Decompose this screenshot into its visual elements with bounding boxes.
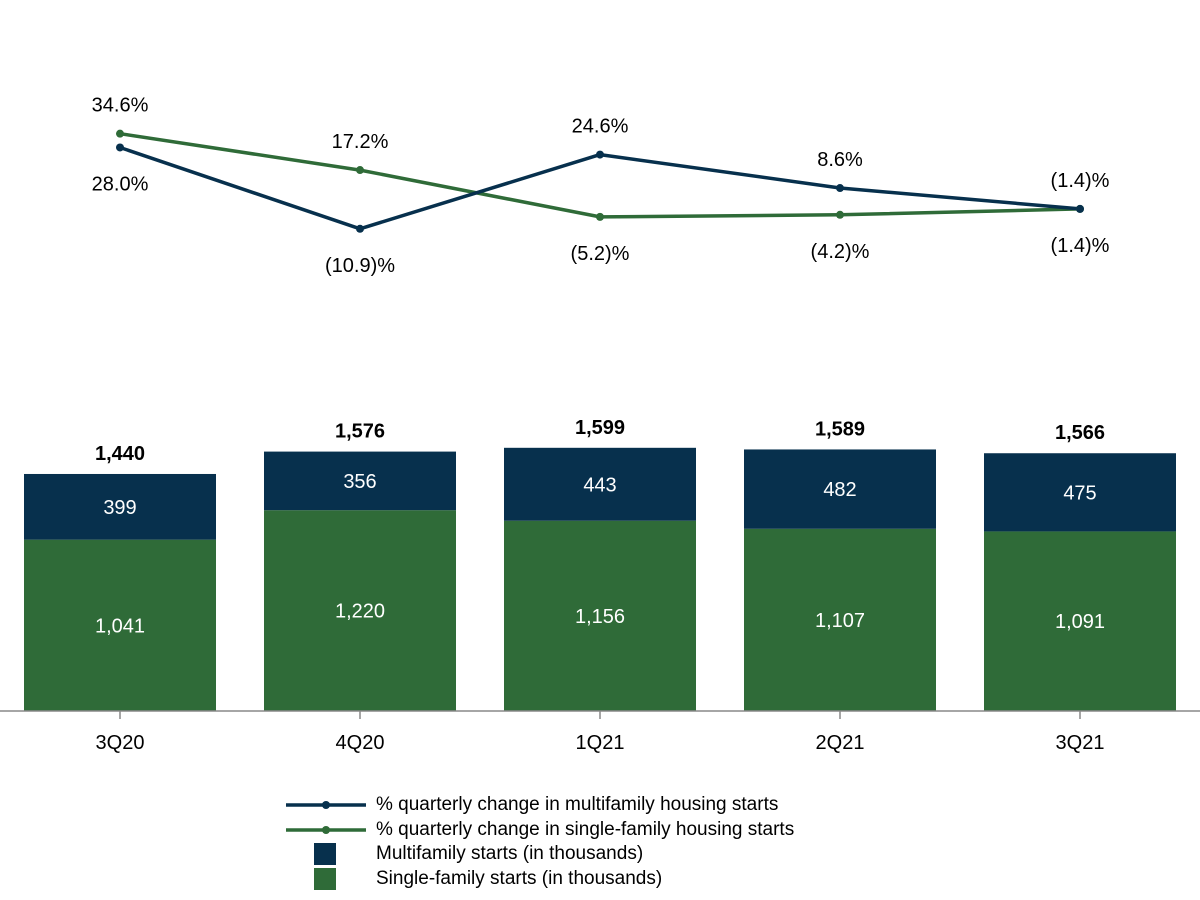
bar-multifamily-4Q20: [264, 451, 456, 511]
bar-multifamily-3Q21: [984, 453, 1176, 532]
bar-single-family-4Q20: [264, 510, 456, 711]
line-label-single_family: 34.6%: [92, 95, 149, 117]
data-label-multifamily: 475: [1063, 482, 1096, 504]
point-multifamily-change: [596, 150, 604, 159]
legend-label: Single-family starts (in thousands): [376, 867, 663, 889]
line-label-single_family: (1.4)%: [1051, 235, 1110, 257]
line-label-single_family: (4.2)%: [811, 241, 870, 263]
line-label-single_family: (5.2)%: [571, 243, 630, 265]
line-label-single_family: 17.2%: [332, 131, 389, 153]
total-label: 1,599: [575, 417, 625, 439]
x-tick-label: 4Q20: [336, 732, 385, 754]
data-label-single-family: 1,107: [815, 610, 865, 632]
legend-label: Multifamily starts (in thousands): [376, 843, 644, 865]
line-label-multifamily: (10.9)%: [325, 255, 395, 277]
x-tick-label: 1Q21: [576, 732, 625, 754]
line-label-multifamily: 24.6%: [572, 116, 629, 138]
legend-line-marker-single-family: [286, 818, 366, 842]
total-label: 1,576: [335, 421, 385, 443]
line-label-multifamily: 8.6%: [817, 149, 863, 171]
bar-multifamily-3Q20: [24, 473, 216, 540]
legend-swatch-single-family: [314, 867, 336, 890]
data-label-single-family: 1,041: [95, 615, 145, 637]
legend-swatch-multifamily: [314, 843, 336, 866]
point-multifamily-change: [116, 143, 124, 152]
x-tick-label: 3Q20: [96, 732, 145, 754]
legend-label: % quarterly change in single-family hous…: [376, 818, 795, 840]
total-label: 1,440: [95, 443, 145, 465]
point-multifamily-change: [1076, 204, 1084, 213]
bar-series: 1,041 399 1,440 1,220 356 1,576 1,156 443 1,599 1…: [24, 417, 1176, 711]
legend-item-multifamily-change: % quarterly change in multifamily housin…: [286, 793, 794, 818]
total-label: 1,589: [815, 418, 865, 440]
data-label-single-family: 1,220: [335, 601, 385, 623]
data-label-single-family: 1,156: [575, 606, 625, 628]
data-label-multifamily: 356: [343, 471, 376, 493]
data-label-multifamily: 443: [583, 474, 616, 496]
bar-multifamily-1Q21: [504, 447, 696, 521]
total-label: 1,566: [1055, 422, 1105, 444]
bar-single-family-3Q20: [24, 539, 216, 711]
bar-multifamily-2Q21: [744, 449, 936, 529]
point-single_family-change: [356, 166, 364, 175]
data-label-single-family: 1,091: [1055, 611, 1105, 633]
legend: % quarterly change in multifamily housin…: [286, 793, 794, 891]
line-single_family-change: [119, 131, 1081, 219]
legend-item-single-family-starts: Single-family starts (in thousands): [286, 867, 794, 892]
line-label-multifamily: (1.4)%: [1051, 170, 1110, 192]
line-series: 28.0% 34.6% (10.9)% 17.2% 24.6% (5.2)% 8.6% (4.…: [92, 95, 1110, 277]
x-tick-label: 3Q21: [1056, 732, 1105, 754]
bar-single-family-1Q21: [504, 520, 696, 711]
legend-line-marker-multifamily: [286, 793, 366, 817]
data-label-multifamily: 482: [823, 479, 856, 501]
line-label-multifamily: 28.0%: [92, 173, 149, 195]
x-tick-label: 2Q21: [816, 732, 865, 754]
legend-label: % quarterly change in multifamily housin…: [376, 794, 779, 816]
x-axis-ticks: 3Q20 4Q20 1Q21 2Q21 3Q21: [96, 711, 1105, 754]
legend-item-single-family-change: % quarterly change in single-family hous…: [286, 818, 794, 843]
data-label-multifamily: 399: [103, 497, 136, 519]
bar-single-family-3Q21: [984, 531, 1176, 711]
point-single_family-change: [836, 210, 844, 219]
point-single_family-change: [116, 129, 124, 138]
point-multifamily-change: [356, 224, 364, 233]
legend-item-multifamily-starts: Multifamily starts (in thousands): [286, 842, 794, 867]
bar-single-family-2Q21: [744, 528, 936, 711]
point-multifamily-change: [836, 184, 844, 193]
point-single_family-change: [596, 212, 604, 221]
